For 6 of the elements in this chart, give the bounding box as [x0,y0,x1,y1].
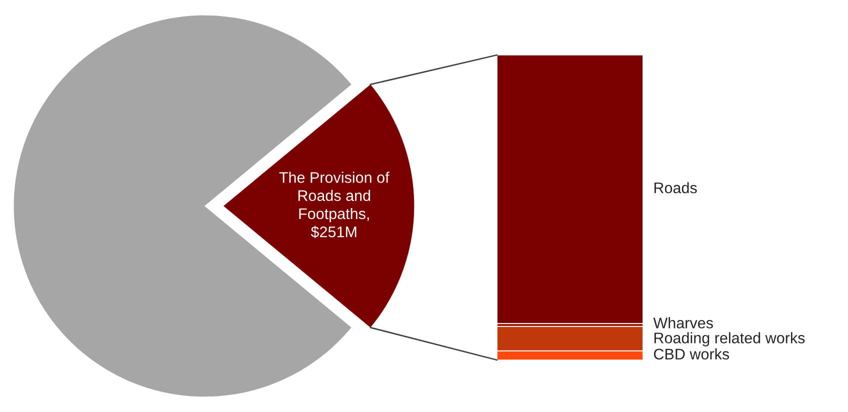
series-label: Roads [654,182,697,194]
series-label: CBD works [654,348,730,360]
series-label: Roading related works [654,332,805,346]
bar [497,55,643,324]
slice-label: The Provision of Roads and Footpaths, $251M [279,172,390,238]
series-label: Wharves [653,317,713,328]
